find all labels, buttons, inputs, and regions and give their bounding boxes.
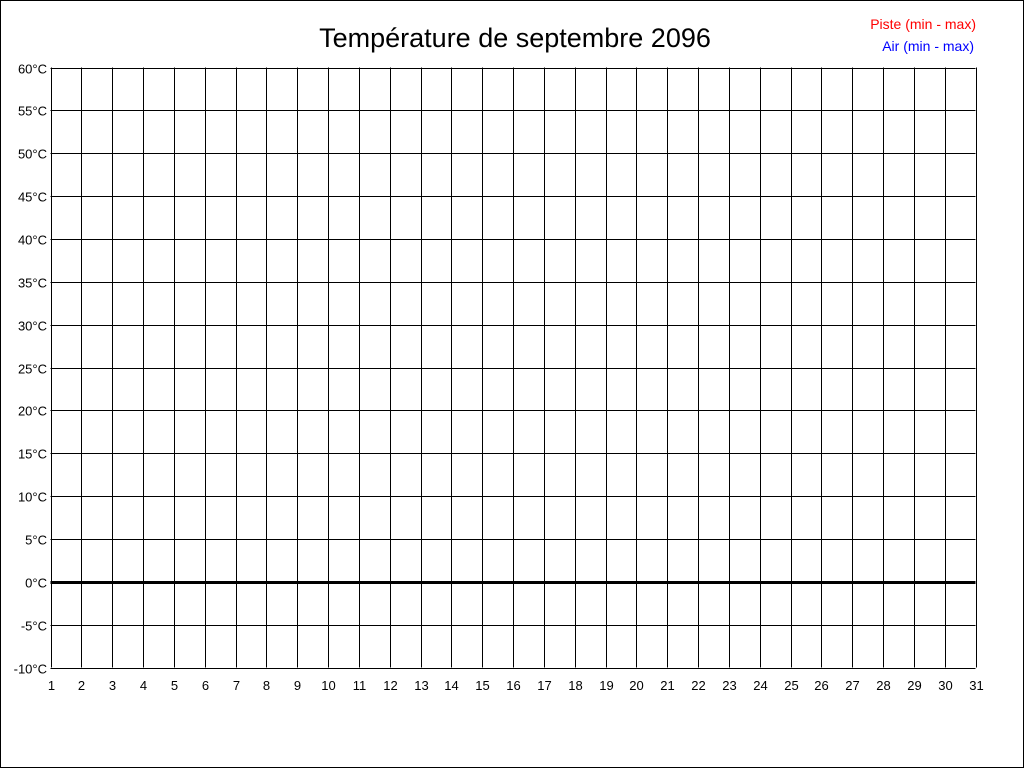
y-tick-label: 10°C <box>18 490 47 505</box>
x-tick-label: 31 <box>969 678 983 693</box>
y-tick-label: 15°C <box>18 447 47 462</box>
y-tick-label: 20°C <box>18 404 47 419</box>
y-tick-label: 50°C <box>18 147 47 162</box>
legend-piste: Piste (min - max) <box>870 16 976 32</box>
legend-air: Air (min - max) <box>882 38 974 54</box>
x-tick-label: 16 <box>506 678 520 693</box>
x-tick-label: 30 <box>938 678 952 693</box>
y-tick-label: 25°C <box>18 362 47 377</box>
x-tick-label: 8 <box>263 678 270 693</box>
y-tick-label: 30°C <box>18 319 47 334</box>
x-tick-label: 3 <box>109 678 116 693</box>
x-axis: 1 2 3 4 5 6 7 8 9 10 11 12 13 14 15 16 17 18 19 20 21 22 23 24 2… <box>48 678 984 693</box>
x-tick-label: 25 <box>784 678 798 693</box>
x-tick-label: 14 <box>444 678 458 693</box>
x-tick-label: 15 <box>475 678 489 693</box>
x-tick-label: 27 <box>845 678 859 693</box>
x-tick-label: 4 <box>140 678 147 693</box>
x-tick-label: 1 <box>48 678 55 693</box>
x-tick-label: 20 <box>629 678 643 693</box>
x-tick-label: 6 <box>202 678 209 693</box>
x-tick-label: 17 <box>537 678 551 693</box>
x-tick-label: 29 <box>907 678 921 693</box>
y-tick-label: 0°C <box>25 576 47 591</box>
y-tick-label: -5°C <box>21 619 47 634</box>
x-tick-label: 9 <box>294 678 301 693</box>
x-tick-label: 10 <box>321 678 335 693</box>
x-tick-label: 7 <box>233 678 240 693</box>
y-tick-label: -10°C <box>14 662 47 677</box>
x-tick-label: 26 <box>814 678 828 693</box>
x-tick-label: 19 <box>599 678 613 693</box>
x-tick-label: 11 <box>353 678 367 693</box>
x-tick-label: 28 <box>876 678 890 693</box>
x-tick-label: 21 <box>660 678 674 693</box>
x-tick-label: 18 <box>568 678 582 693</box>
x-tick-label: 2 <box>78 678 85 693</box>
y-tick-label: 55°C <box>18 104 47 119</box>
y-tick-label: 5°C <box>25 533 47 548</box>
y-axis: 60°C 55°C 50°C 45°C 40°C 35°C 30°C 25°C 20°C 15°C… <box>14 62 47 677</box>
x-tick-label: 13 <box>414 678 428 693</box>
x-tick-label: 12 <box>383 678 397 693</box>
y-tick-label: 45°C <box>18 190 47 205</box>
x-tick-label: 24 <box>753 678 767 693</box>
x-tick-label: 23 <box>722 678 736 693</box>
chart-title: Température de septembre 2096 <box>319 23 711 53</box>
y-tick-label: 35°C <box>18 276 47 291</box>
grid <box>50 67 977 669</box>
x-tick-label: 22 <box>691 678 705 693</box>
y-tick-label: 60°C <box>18 62 47 77</box>
y-tick-label: 40°C <box>18 233 47 248</box>
x-tick-label: 5 <box>171 678 178 693</box>
